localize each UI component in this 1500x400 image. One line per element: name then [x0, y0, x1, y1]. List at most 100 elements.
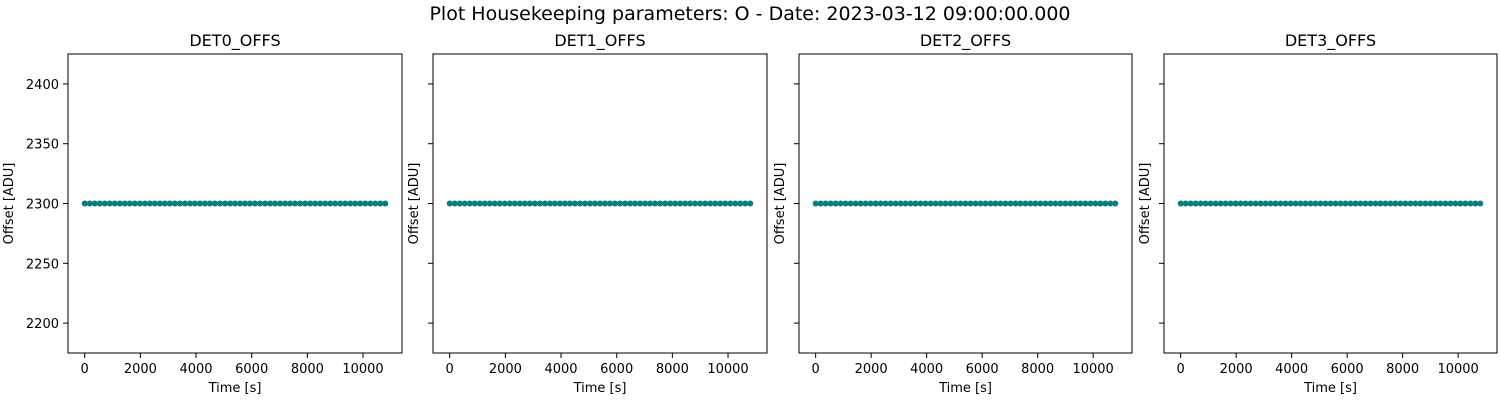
- data-point: [1272, 200, 1279, 207]
- data-point: [516, 200, 523, 207]
- data-point: [737, 200, 744, 207]
- data-point: [827, 200, 834, 207]
- data-point: [292, 200, 299, 207]
- data-point: [1032, 200, 1039, 207]
- data-point: [1417, 200, 1424, 207]
- x-axis-label: Time [s]: [1303, 381, 1357, 396]
- data-point: [262, 200, 269, 207]
- data-point: [312, 200, 319, 207]
- data-point: [481, 200, 488, 207]
- data-point: [852, 200, 859, 207]
- data-point: [1302, 200, 1309, 207]
- data-point: [1387, 200, 1394, 207]
- data-point: [887, 200, 894, 207]
- data-point: [1217, 200, 1224, 207]
- data-point: [1072, 200, 1079, 207]
- data-point: [1212, 200, 1219, 207]
- data-point: [531, 200, 538, 207]
- y-axis-label: Offset [ADU]: [773, 163, 788, 245]
- data-point: [897, 200, 904, 207]
- data-point: [1367, 200, 1374, 207]
- data-point: [1077, 200, 1084, 207]
- data-point: [556, 200, 563, 207]
- data-point: [877, 200, 884, 207]
- y-tick-label: 2250: [26, 257, 59, 272]
- data-point: [1352, 200, 1359, 207]
- y-tick-label: 2200: [26, 317, 59, 332]
- data-point: [1382, 200, 1389, 207]
- data-point: [287, 200, 294, 207]
- data-point: [1407, 200, 1414, 207]
- data-point: [652, 200, 659, 207]
- data-point: [657, 200, 664, 207]
- data-point: [917, 200, 924, 207]
- subplot-title: DET0_OFFS: [189, 31, 280, 51]
- data-point: [1112, 200, 1119, 207]
- data-point: [501, 200, 508, 207]
- x-tick-label: 10000: [1072, 362, 1113, 377]
- data-point: [451, 200, 458, 207]
- data-point: [171, 200, 178, 207]
- data-point: [1297, 200, 1304, 207]
- subplot-2: 0 2000 4000 6000 8000 10000 DET2_OFFS Time [s] O…: [773, 31, 1133, 396]
- data-point: [176, 200, 183, 207]
- data-point: [121, 200, 128, 207]
- data-point: [1467, 200, 1474, 207]
- data-point: [1037, 200, 1044, 207]
- data-point: [967, 200, 974, 207]
- data-point: [867, 200, 874, 207]
- data-point: [922, 200, 929, 207]
- data-point: [342, 200, 349, 207]
- y-tick-label: 2400: [26, 78, 59, 93]
- data-point: [1102, 200, 1109, 207]
- data-point: [372, 200, 379, 207]
- data-point: [506, 200, 513, 207]
- data-point: [1437, 200, 1444, 207]
- data-point: [1292, 200, 1299, 207]
- data-point: [1247, 200, 1254, 207]
- data-point: [1322, 200, 1329, 207]
- data-point: [1312, 200, 1319, 207]
- data-point: [862, 200, 869, 207]
- data-point: [156, 200, 163, 207]
- data-point: [566, 200, 573, 207]
- x-tick-label: 0: [1177, 362, 1185, 377]
- data-point: [581, 200, 588, 207]
- data-point: [697, 200, 704, 207]
- data-point: [632, 200, 639, 207]
- data-point: [1227, 200, 1234, 207]
- figure-suptitle: Plot Housekeeping parameters: O - Date: …: [429, 3, 1070, 25]
- data-point: [937, 200, 944, 207]
- data-point: [586, 200, 593, 207]
- data-point: [1372, 200, 1379, 207]
- data-point: [131, 200, 138, 207]
- data-point: [206, 200, 213, 207]
- data-point: [732, 200, 739, 207]
- data-point: [1277, 200, 1284, 207]
- data-point: [662, 200, 669, 207]
- data-point: [957, 200, 964, 207]
- data-point: [247, 200, 254, 207]
- data-point: [972, 200, 979, 207]
- data-point: [362, 200, 369, 207]
- data-point: [267, 200, 274, 207]
- data-point: [476, 200, 483, 207]
- x-tick-label: 8000: [1386, 362, 1419, 377]
- data-point: [882, 200, 889, 207]
- data-point: [257, 200, 264, 207]
- data-point: [337, 200, 344, 207]
- data-point: [692, 200, 699, 207]
- x-tick-label: 8000: [291, 362, 324, 377]
- data-point: [842, 200, 849, 207]
- data-point: [607, 200, 614, 207]
- x-tick-label: 6000: [966, 362, 999, 377]
- data-point: [1242, 200, 1249, 207]
- x-tick-label: 4000: [544, 362, 577, 377]
- data-point: [1472, 200, 1479, 207]
- subplot-title: DET2_OFFS: [920, 31, 1011, 51]
- data-point: [1412, 200, 1419, 207]
- x-tick-label: 8000: [1021, 362, 1054, 377]
- data-point: [232, 200, 238, 207]
- data-point: [1237, 200, 1244, 207]
- data-point: [1342, 200, 1349, 207]
